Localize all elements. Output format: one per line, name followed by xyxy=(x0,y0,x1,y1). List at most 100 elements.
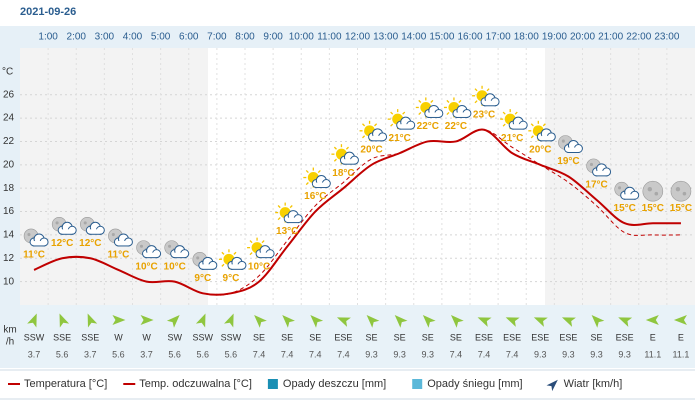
wind-speed: 9.3 xyxy=(534,349,547,359)
cloud xyxy=(283,210,303,224)
legend-label: Opady deszczu [mm] xyxy=(283,378,386,390)
temperature-label: 15°C xyxy=(642,203,664,214)
date: 2021-09-26 xyxy=(20,6,76,18)
wind-direction: SE xyxy=(366,332,378,342)
hour-label: 14:00 xyxy=(401,32,426,43)
wind-arrow xyxy=(591,315,605,328)
cloud xyxy=(57,221,77,235)
sun-ray xyxy=(362,123,366,127)
wind-arrow xyxy=(27,313,37,328)
cloud xyxy=(452,104,472,118)
wind-direction: SE xyxy=(422,332,434,342)
wind-direction: SSW xyxy=(221,332,242,342)
wind-direction: SSE xyxy=(53,332,71,342)
wind-direction: SE xyxy=(394,332,406,342)
cloud-base xyxy=(624,194,635,200)
wind-speed: 7.4 xyxy=(309,349,322,359)
temperature-label: 10°C xyxy=(248,261,270,272)
cloud-base xyxy=(428,112,439,118)
moon-crater xyxy=(675,187,681,192)
moon xyxy=(670,180,692,202)
sun-ray xyxy=(446,99,450,103)
wind-arrow xyxy=(645,315,659,325)
wind-direction: ESE xyxy=(475,332,493,342)
temperature-label: 9°C xyxy=(223,273,240,284)
temperature-label: 22°C xyxy=(445,121,467,132)
sun-ray xyxy=(305,182,309,186)
wind-speed: 3.7 xyxy=(84,349,97,359)
wind-speed: 9.3 xyxy=(422,349,435,359)
temperature-label: 21°C xyxy=(501,133,523,144)
y-tick-label: 18 xyxy=(3,183,15,194)
cloud-base xyxy=(372,135,383,141)
wind-speed: 5.6 xyxy=(225,349,238,359)
temperature-label: 18°C xyxy=(332,168,354,179)
hour-label: 7:00 xyxy=(207,32,227,43)
legend-label: Opady śniegu [mm] xyxy=(427,378,522,390)
wind-speed: 7.4 xyxy=(506,349,519,359)
sun-ray xyxy=(542,123,546,127)
wind-speed: 3.7 xyxy=(28,349,41,359)
hour-label: 6:00 xyxy=(179,32,199,43)
temperature-label: 10°C xyxy=(164,261,186,272)
sun-ray xyxy=(402,111,406,115)
legend-swatch xyxy=(546,379,558,392)
cloud xyxy=(480,93,500,107)
wind-direction: ESE xyxy=(616,332,634,342)
sun-ray xyxy=(530,135,534,139)
cloud xyxy=(592,163,612,177)
sun-ray xyxy=(390,111,394,115)
sun-ray xyxy=(530,123,534,127)
sun-ray xyxy=(249,240,253,244)
legend-swatch xyxy=(412,379,423,389)
sun-ray xyxy=(277,205,281,209)
wind-arrow xyxy=(310,315,324,328)
wind-arrow xyxy=(195,313,206,328)
y-unit: °C xyxy=(2,67,13,78)
temperature-label: 20°C xyxy=(529,144,551,155)
cloud-base xyxy=(231,264,242,270)
cloud xyxy=(368,128,388,142)
hour-label: 22:00 xyxy=(626,32,651,43)
temperature-label: 15°C xyxy=(614,203,636,214)
wind-direction: E xyxy=(678,332,684,342)
hour-label: 23:00 xyxy=(654,32,679,43)
cloud-base xyxy=(456,112,467,118)
sun-ray xyxy=(277,217,281,221)
wind-speed: 9.3 xyxy=(590,349,603,359)
cloud-base xyxy=(260,252,271,258)
wind-direction: SE xyxy=(450,332,462,342)
hour-label: 13:00 xyxy=(373,32,398,43)
y-tick-label: 24 xyxy=(3,113,15,124)
wind-arrow xyxy=(140,315,154,325)
wind-direction: ESE xyxy=(531,332,549,342)
y-tick-label: 22 xyxy=(3,136,15,147)
sun-ray xyxy=(430,99,434,103)
wind-arrow xyxy=(366,315,380,328)
wind-speed: 9.3 xyxy=(393,349,406,359)
wind-arrow xyxy=(422,315,436,328)
wind-direction: SSE xyxy=(81,332,99,342)
sun-ray xyxy=(261,240,265,244)
wind-arrow xyxy=(561,317,576,327)
cloud-base xyxy=(118,240,129,246)
wind-arrow xyxy=(59,313,70,328)
wind-direction: SE xyxy=(309,332,321,342)
temperature-label: 11°C xyxy=(23,250,45,261)
wind-arrow xyxy=(533,317,548,327)
sun-ray xyxy=(333,158,337,162)
cloud xyxy=(113,233,133,247)
wind-arrow xyxy=(112,315,126,325)
legend-swatch xyxy=(267,379,278,389)
wind-direction: E xyxy=(650,332,656,342)
hour-label: 8:00 xyxy=(235,32,255,43)
hour-label: 1:00 xyxy=(38,32,58,43)
temperature-label: 13°C xyxy=(276,226,298,237)
y-tick-label: 20 xyxy=(3,159,15,170)
wind-speed: 7.4 xyxy=(281,349,294,359)
cloud xyxy=(142,245,162,259)
wind-direction: SSW xyxy=(193,332,214,342)
cloud-base xyxy=(202,264,213,270)
temperature-label: 10°C xyxy=(135,261,157,272)
cloud-base xyxy=(513,124,524,130)
